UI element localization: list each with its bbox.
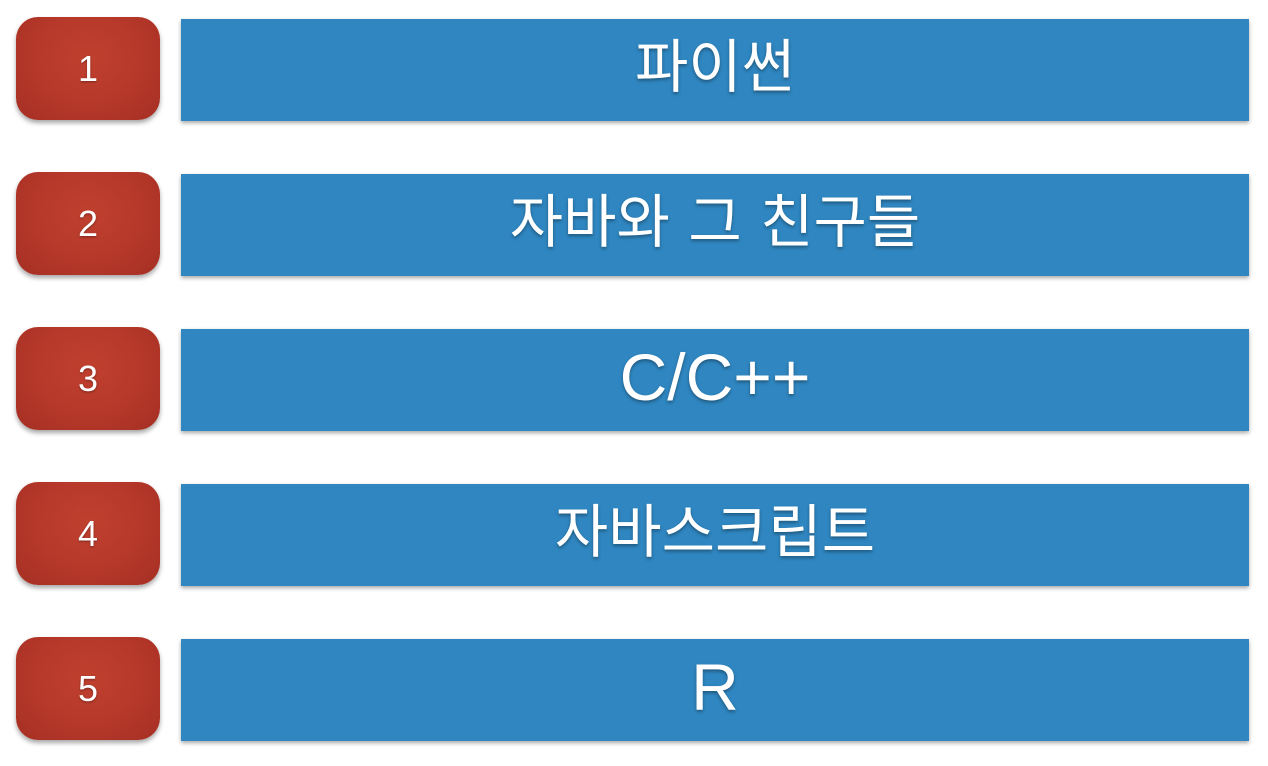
list-item: 4 자바스크립트 [0,482,1268,586]
rank-badge: 2 [16,172,160,275]
rank-badge: 4 [16,482,160,585]
language-bar: R [181,639,1249,741]
language-bar: 파이썬 [181,19,1249,121]
language-bar: C/C++ [181,329,1249,431]
list-item: 3 C/C++ [0,327,1268,431]
rank-badge: 3 [16,327,160,430]
list-item: 1 파이썬 [0,17,1268,121]
rank-badge: 1 [16,17,160,120]
list-item: 5 R [0,637,1268,741]
language-bar: 자바와 그 친구들 [181,174,1249,276]
language-bar: 자바스크립트 [181,484,1249,586]
list-item: 2 자바와 그 친구들 [0,172,1268,276]
rank-badge: 5 [16,637,160,740]
